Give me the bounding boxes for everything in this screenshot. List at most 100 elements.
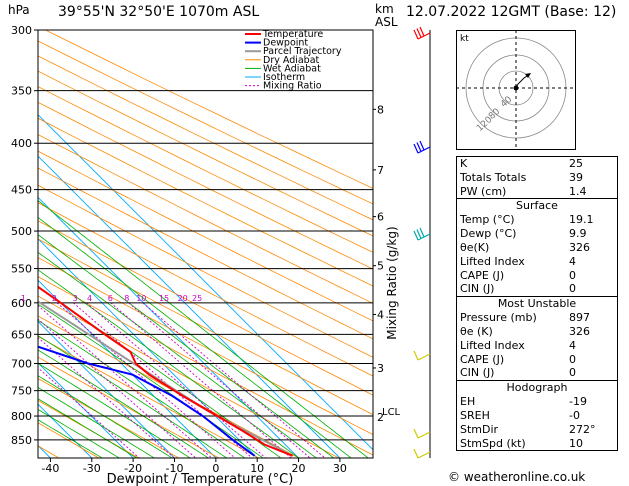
pressure-tick-label: 800	[11, 410, 32, 423]
mixing-ratio-label: 4	[87, 294, 92, 303]
pressure-tick-label: 550	[11, 263, 32, 276]
hodograph-unit: kt	[460, 34, 469, 44]
mixing-ratio-labels: 1 2 3 4 6 8 10 15 20 25	[21, 294, 202, 303]
mixing-ratio-label: 1	[21, 294, 26, 303]
index-value: 9.9	[569, 227, 587, 241]
index-row-totals: Totals Totals 39	[457, 171, 617, 185]
series-dewpoint	[38, 345, 256, 457]
isotherm-line	[38, 238, 258, 458]
pressure-tick-label: 650	[11, 328, 32, 341]
surface-row: Temp (°C) 19.1	[457, 213, 617, 227]
lcl-label: LCL	[382, 407, 401, 418]
mu-row: Pressure (mb) 897	[457, 311, 617, 325]
km-tick-label: 5	[377, 260, 384, 273]
hodograph-section: Hodograph EH -19 SREH -0 StmDir 272° StmSpd…	[457, 380, 617, 450]
index-label: K	[460, 157, 468, 170]
mu-row: θe (K) 326	[457, 325, 617, 339]
pressure-tick-label: 400	[11, 137, 32, 150]
mu-row: Lifted Index 4	[457, 339, 617, 353]
x-tick-label: 30	[333, 462, 347, 475]
legend-entry: Temperature	[262, 29, 323, 40]
footer-credit: © weatheronline.co.uk	[448, 470, 586, 484]
pressure-tick-label: 750	[11, 385, 32, 398]
index-label: θe(K)	[460, 240, 490, 254]
index-value: 272°	[569, 422, 596, 436]
pressure-tick-label: 350	[11, 85, 32, 98]
pressure-tick-label: 450	[11, 184, 32, 197]
x-tick-label: -40	[41, 462, 59, 475]
surface-section: Surface Temp (°C) 19.1 Dewp (°C) 9.9 θe(K)…	[457, 198, 617, 296]
isotherm-line	[38, 279, 217, 458]
index-label: CIN (J)	[460, 366, 495, 380]
isotherm-line	[38, 362, 134, 458]
hodograph-origin	[513, 85, 519, 91]
x-axis-label: Dewpoint / Temperature (°C)	[107, 472, 294, 486]
isotherm-line	[38, 320, 175, 458]
surface-row: Dewp (°C) 9.9	[457, 227, 617, 241]
legend-entry: Dry Adiabat	[263, 55, 320, 66]
index-value: 10	[569, 436, 583, 450]
isotherm-line	[0, 30, 9, 458]
mixing-ratio-label: 25	[192, 294, 202, 303]
unit-km-label: km ASL	[375, 3, 398, 29]
mixing-ratio-label: 20	[178, 294, 188, 303]
wind-barbs	[413, 26, 431, 459]
km-tick-label: 6	[377, 211, 384, 224]
index-value: 25	[569, 157, 583, 170]
mixing-ratio-label: 6	[108, 294, 113, 303]
isotherm-line	[38, 155, 341, 458]
wind-barb-staff	[417, 451, 431, 459]
index-label: PW (cm)	[460, 184, 507, 198]
surface-title: Surface	[516, 199, 558, 213]
x-tick-label: 20	[292, 462, 306, 475]
wind-barb-flag	[419, 227, 425, 238]
hodograph-arrow-icon	[525, 73, 531, 78]
wind-barb-flag	[416, 28, 422, 38]
index-value: 326	[569, 240, 590, 254]
index-label: Lifted Index	[460, 338, 525, 352]
index-label: Lifted Index	[460, 254, 525, 268]
wind-barb-flag	[413, 143, 419, 154]
index-label: CAPE (J)	[460, 268, 505, 282]
x-tick-label: -30	[83, 462, 101, 475]
surface-row: Lifted Index 4	[457, 255, 617, 269]
index-label: CAPE (J)	[460, 352, 505, 366]
isotherm-line	[38, 196, 299, 458]
wind-barb-flag	[413, 230, 419, 241]
index-label: θe (K)	[460, 324, 493, 338]
wind-barb-staff	[417, 431, 431, 439]
mixing-ratio-label: 2	[52, 294, 57, 303]
index-value: 19.1	[569, 213, 594, 227]
hodo-row: EH -19	[457, 395, 617, 409]
series-temperature	[38, 285, 293, 457]
pressure-tick-label: 300	[11, 24, 32, 37]
surface-row: CAPE (J) 0	[457, 269, 617, 283]
plot-frame	[37, 29, 374, 459]
unit-km-text: km	[375, 2, 394, 16]
index-value: 4	[569, 254, 576, 268]
index-label: Dewp (°C)	[460, 227, 517, 241]
hodo-row: StmDir 272°	[457, 423, 617, 437]
km-tick-label: 7	[377, 164, 384, 177]
km-tick-label: 3	[377, 362, 384, 375]
wind-barb-flag	[413, 428, 419, 439]
wind-barb-flag	[416, 229, 422, 239]
most-unstable-section: Most Unstable Pressure (mb) 897 θe (K) 326…	[457, 296, 617, 380]
unit-asl-text: ASL	[375, 15, 398, 29]
index-value: -0	[569, 408, 580, 422]
x-tick-label: -20	[124, 462, 142, 475]
index-value: 39	[569, 170, 583, 184]
legend-entry: Isotherm	[263, 72, 305, 83]
x-tick-label: 0	[212, 462, 219, 475]
mixing-ratio-label: 8	[124, 294, 129, 303]
index-value: 897	[569, 311, 590, 325]
index-label: Totals Totals	[460, 170, 527, 184]
index-label: StmSpd (kt)	[460, 436, 526, 450]
index-label: StmDir	[460, 422, 499, 436]
index-label: Pressure (mb)	[460, 311, 537, 325]
km-tick-label: 4	[377, 308, 384, 321]
index-value: 4	[569, 338, 576, 352]
wind-barb-flag	[413, 29, 419, 40]
